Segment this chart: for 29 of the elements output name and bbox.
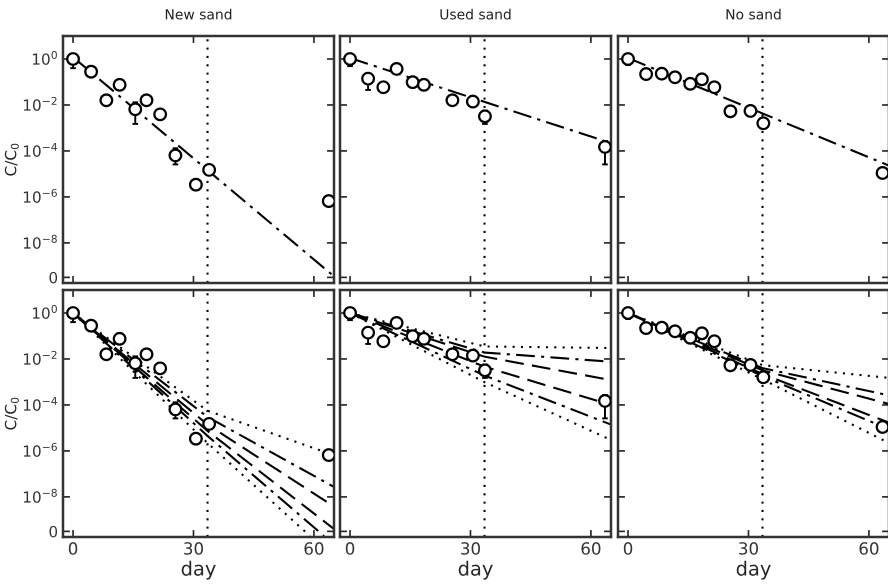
y-tick-label: 10$^{−4}$ <box>24 396 57 411</box>
y-tick-label: 10$^{−6}$ <box>24 188 57 203</box>
x-tick-label: 30 <box>184 542 203 555</box>
y-tick-label: 10$^{−2}$ <box>24 96 57 111</box>
x-tick-label: 30 <box>739 542 758 555</box>
y-tick-label: 10$^{−4}$ <box>24 142 57 157</box>
chart-title: New sand <box>166 8 232 20</box>
x-axis-title: day <box>736 560 771 580</box>
x-axis-title: day <box>182 560 216 580</box>
y-tick-label: 10$^{0}$ <box>32 304 57 319</box>
x-tick-label: 60 <box>581 542 600 555</box>
y-tick-label: 10$^{−8}$ <box>24 234 57 249</box>
x-axis-title: day <box>458 560 493 580</box>
y-tick-label: 0 <box>49 526 58 538</box>
chart-title: No sand <box>726 8 781 20</box>
x-tick-label: 30 <box>461 542 480 555</box>
y-tick-label: 10$^{−8}$ <box>24 488 57 503</box>
x-tick-label: 60 <box>304 542 324 555</box>
chart-title: Used sand <box>440 8 511 20</box>
y-axis-title: C/C$_{0}$ <box>4 144 19 176</box>
y-tick-label: 0 <box>49 272 58 284</box>
y-tick-label: 10$^{−6}$ <box>24 442 57 457</box>
x-tick-label: 0 <box>624 542 632 555</box>
x-tick-label: 0 <box>68 542 78 555</box>
y-axis-title: C/C$_{0}$ <box>4 398 19 430</box>
x-tick-label: 0 <box>346 542 354 555</box>
y-tick-label: 10$^{0}$ <box>32 50 57 65</box>
x-tick-label: 60 <box>859 542 878 555</box>
y-tick-label: 10$^{−2}$ <box>24 350 57 365</box>
